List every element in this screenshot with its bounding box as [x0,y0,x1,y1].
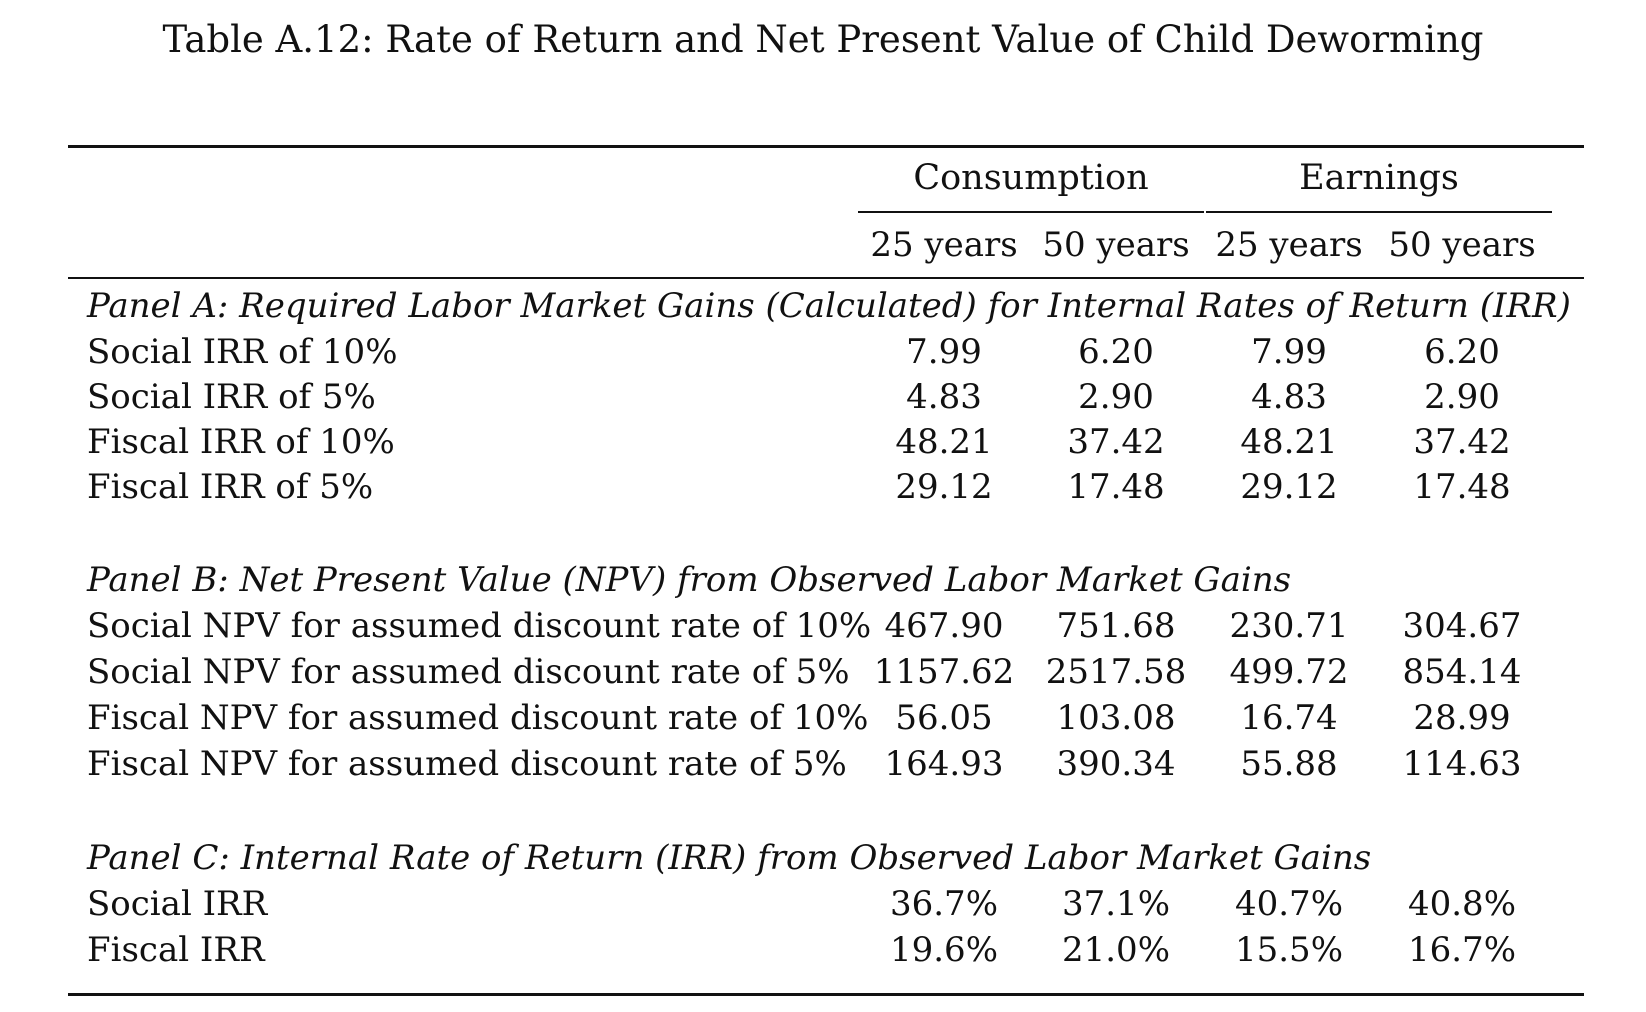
table-cell: 21.0% [1061,930,1170,970]
table-cell: 751.68 [1056,606,1176,646]
table-cell: 2517.58 [1045,652,1187,692]
table-cell: 230.71 [1229,606,1349,646]
table-cell: 7.99 [1251,332,1327,372]
table-cell: 304.67 [1402,606,1522,646]
table-cell: 40.7% [1234,884,1343,924]
row-label: Fiscal NPV for assumed discount rate of … [87,744,847,784]
column-header: 25 years [1215,225,1363,265]
table-cell: 16.74 [1240,698,1338,738]
table-cell: 103.08 [1056,698,1176,738]
column-header: 25 years [870,225,1018,265]
table-title: Table A.12: Rate of Return and Net Prese… [162,18,1484,61]
table-cell: 7.99 [906,332,982,372]
table-cell: 17.48 [1413,467,1511,507]
table-cell: 16.7% [1407,930,1516,970]
group-underline-earnings [1206,211,1552,213]
table-cell: 37.1% [1061,884,1170,924]
table-cell: 37.42 [1067,422,1165,462]
column-group-consumption: Consumption [913,158,1149,198]
table-cell: 854.14 [1402,652,1522,692]
column-header: 50 years [1388,225,1536,265]
table-cell: 56.05 [895,698,993,738]
table-cell: 467.90 [884,606,1004,646]
row-label: Fiscal IRR of 5% [87,467,374,507]
table-cell: 6.20 [1078,332,1154,372]
table-cell: 55.88 [1240,744,1338,784]
table-cell: 114.63 [1402,744,1522,784]
table-cell: 29.12 [1240,467,1338,507]
table-cell: 37.42 [1413,422,1511,462]
table-cell: 15.5% [1234,930,1343,970]
table-cell: 4.83 [906,377,982,417]
table-cell: 28.99 [1413,698,1511,738]
top-rule [68,145,1584,148]
row-label: Social NPV for assumed discount rate of … [87,606,872,646]
table-cell: 6.20 [1424,332,1500,372]
column-header: 50 years [1042,225,1190,265]
header-rule [68,277,1584,279]
table-cell: 1157.62 [873,652,1015,692]
table-cell: 40.8% [1407,884,1516,924]
table-cell: 29.12 [895,467,993,507]
table-cell: 2.90 [1078,377,1154,417]
bottom-rule [68,993,1584,996]
row-label: Social IRR [87,884,268,924]
table-cell: 19.6% [889,930,998,970]
table-cell: 390.34 [1056,744,1176,784]
table-cell: 4.83 [1251,377,1327,417]
row-label: Social IRR of 10% [87,332,398,372]
row-label: Social NPV for assumed discount rate of … [87,652,850,692]
group-underline-consumption [858,211,1204,213]
table-cell: 48.21 [1240,422,1338,462]
table-cell: 499.72 [1229,652,1349,692]
row-label: Social IRR of 5% [87,377,376,417]
row-label: Fiscal IRR [87,930,265,970]
panel-c-title: Panel C: Internal Rate of Return (IRR) f… [87,838,1372,878]
table-cell: 17.48 [1067,467,1165,507]
column-group-earnings: Earnings [1299,158,1459,198]
table-cell: 164.93 [884,744,1004,784]
panel-a-title: Panel A: Required Labor Market Gains (Ca… [87,286,1571,326]
panel-b-title: Panel B: Net Present Value (NPV) from Ob… [87,560,1292,600]
table-cell: 2.90 [1424,377,1500,417]
row-label: Fiscal IRR of 10% [87,422,395,462]
row-label: Fiscal NPV for assumed discount rate of … [87,698,869,738]
table-cell: 36.7% [889,884,998,924]
table-cell: 48.21 [895,422,993,462]
